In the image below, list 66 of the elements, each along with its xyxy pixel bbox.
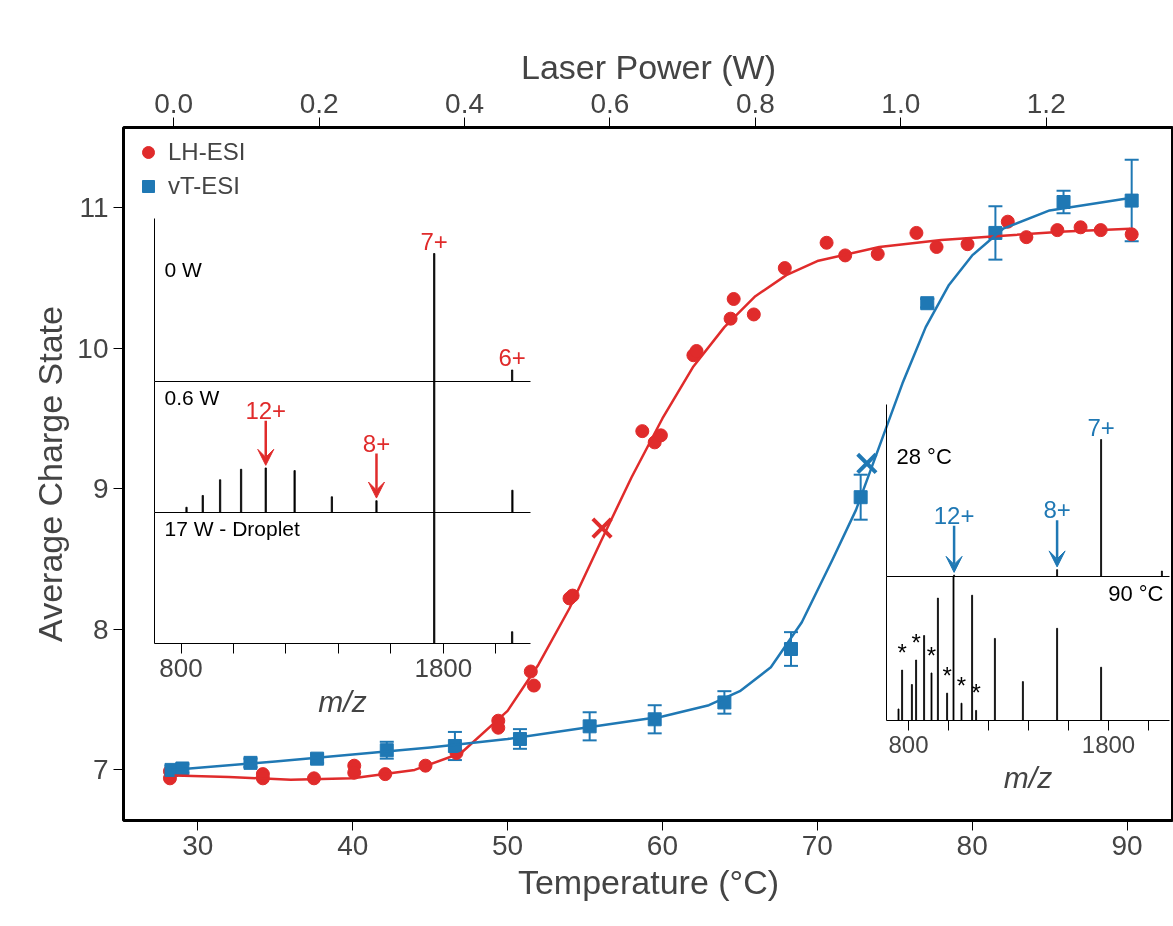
x2-tick-label: 0.8 (735, 87, 775, 119)
x-tick-label: 800 (888, 730, 929, 758)
x2-tick-label: 1.2 (1026, 87, 1066, 119)
annotation: 12+ (933, 501, 975, 529)
point (819, 235, 834, 250)
x-axis-title: Temperature (°C) (517, 862, 780, 901)
x2-tick-label: 0.6 (590, 87, 630, 119)
point (1124, 227, 1139, 242)
y-tick-label: 7 (92, 754, 109, 786)
point (870, 247, 885, 261)
annotation: * (926, 641, 937, 669)
point (777, 261, 792, 276)
point (726, 292, 741, 306)
x-tick-label: 40 (337, 829, 369, 861)
legend-label: vT-ESI (168, 172, 241, 200)
x-tick-label: 90 (1111, 829, 1143, 861)
x2-axis-title: Laser Power (W) (520, 47, 777, 86)
chart-title: 17 W - Droplet (164, 516, 301, 540)
annotation: 7+ (420, 227, 448, 255)
x-tick-label: 30 (182, 829, 214, 861)
annotation: * (956, 672, 967, 700)
x2-tick-label: 0.4 (445, 87, 485, 119)
point (635, 424, 650, 439)
point (526, 678, 541, 693)
annotation: * (897, 639, 907, 667)
y-tick-label: 8 (92, 613, 109, 645)
x-axis-title: m/z (1003, 760, 1053, 794)
x-tick-label: 60 (646, 829, 679, 861)
x-tick-label: 800 (159, 652, 203, 683)
x-tick-label: 50 (492, 829, 524, 861)
y-axis-title: Average Charge State (31, 306, 70, 642)
x2-tick-label: 0.0 (154, 87, 194, 119)
annotation: 12+ (245, 396, 287, 424)
legend-label: LH-ESI (168, 138, 246, 166)
annotation: 8+ (362, 429, 391, 457)
annotation: * (911, 629, 921, 657)
x-tick-label: 70 (801, 829, 833, 861)
point (855, 452, 879, 475)
y-tick-label: 9 (92, 473, 109, 505)
x2-tick-label: 1.0 (881, 87, 921, 119)
annotation: 6+ (498, 343, 526, 371)
chart-title: 90 °C (1108, 580, 1164, 606)
point (1056, 195, 1071, 209)
point (689, 344, 704, 358)
point (783, 642, 798, 657)
point (960, 237, 975, 252)
point (590, 516, 614, 540)
y-tick-label: 10 (77, 332, 109, 364)
x-tick-label: 80 (956, 829, 988, 861)
chart-title: 0 W (164, 257, 203, 281)
annotation: * (942, 662, 952, 690)
x-tick-label: 1800 (1081, 730, 1136, 758)
chart-title: 0.6 W (164, 385, 220, 409)
chart-title: 28 °C (896, 443, 952, 469)
x-axis-title: m/z (318, 684, 367, 718)
point (1124, 193, 1139, 208)
point (746, 307, 761, 322)
annotation: 7+ (1087, 413, 1115, 441)
y-tick-label: 11 (79, 192, 109, 224)
point (909, 225, 924, 240)
x-tick-label: 1800 (414, 652, 473, 683)
point (717, 695, 732, 710)
x2-tick-label: 0.2 (299, 87, 339, 119)
point (929, 240, 944, 254)
point (653, 428, 668, 443)
annotation: 8+ (1043, 496, 1071, 524)
